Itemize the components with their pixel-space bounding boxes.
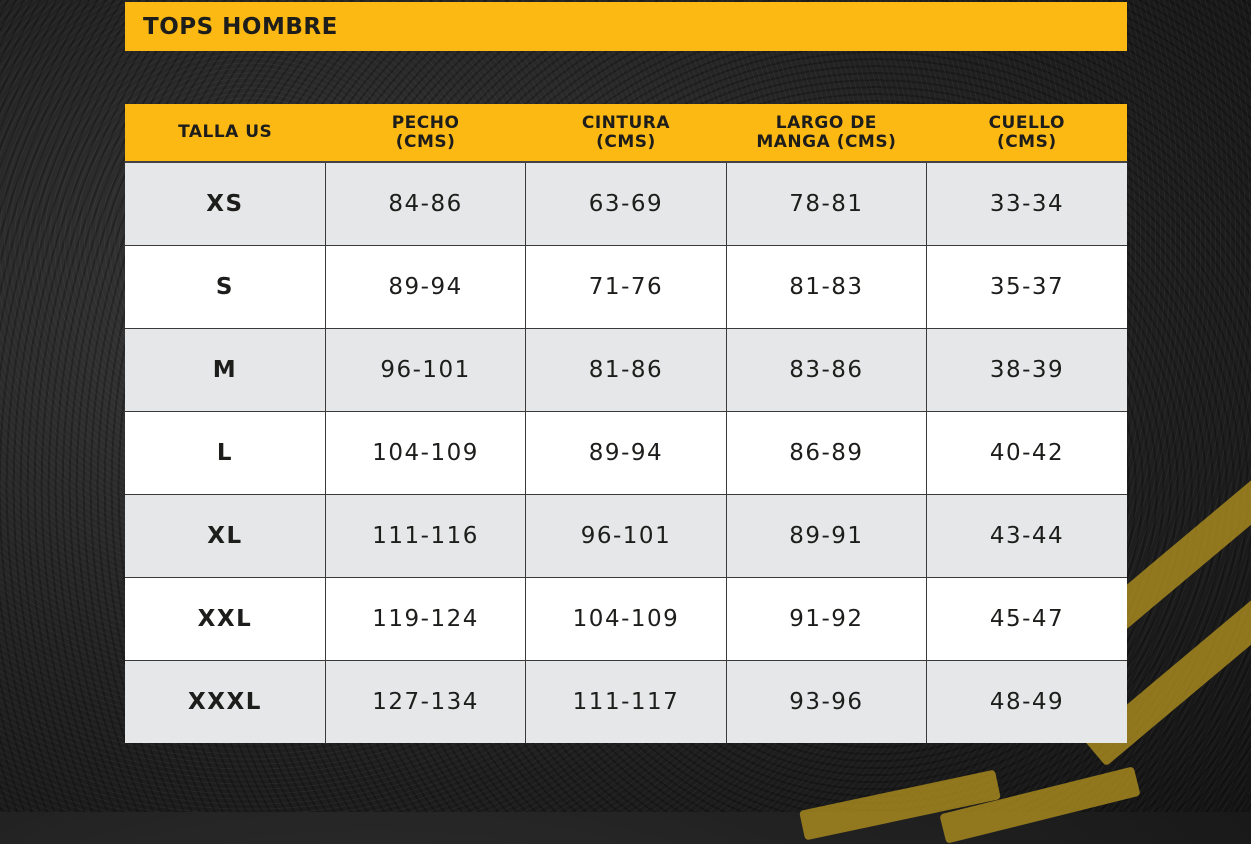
measurement-cell: 48-49 [926,660,1127,743]
measurement-cell: 33-34 [926,161,1127,246]
table-row: XXL 119-124 104-109 91-92 45-47 [125,577,1127,661]
measurement-cell: 96-101 [525,494,727,578]
measurement-cell: 86-89 [726,411,928,495]
measurement-cell: 78-81 [726,161,928,246]
column-header: CINTURA (CMS) [525,104,727,163]
measurement-cell: 127-134 [325,660,527,743]
size-cell: L [125,411,326,495]
size-cell: XL [125,494,326,578]
table-row: L 104-109 89-94 86-89 40-42 [125,411,1127,495]
column-header-line: (CMS) [596,131,656,152]
column-header-line: PECHO [391,112,460,133]
measurement-cell: 91-92 [726,577,928,661]
table-row: S 89-94 71-76 81-83 35-37 [125,245,1127,329]
measurement-cell: 63-69 [525,161,727,246]
column-header: PECHO (CMS) [325,104,526,163]
column-header-line: CINTURA [581,112,671,133]
measurement-cell: 104-109 [525,577,727,661]
measurement-cell: 119-124 [325,577,527,661]
table-row: XXXL 127-134 111-117 93-96 48-49 [125,660,1127,743]
measurement-cell: 84-86 [325,161,527,246]
measurement-cell: 81-83 [726,245,928,329]
column-header: CUELLO (CMS) [926,104,1127,163]
column-header-line: TALLA US [178,122,273,142]
column-header: TALLA US [125,104,326,163]
table-row: XL 111-116 96-101 89-91 43-44 [125,494,1127,578]
measurement-cell: 104-109 [325,411,527,495]
measurement-cell: 35-37 [926,245,1127,329]
measurement-cell: 89-94 [525,411,727,495]
measurement-cell: 111-116 [325,494,527,578]
measurement-cell: 89-91 [726,494,928,578]
measurement-cell: 38-39 [926,328,1127,412]
column-header-line: MANGA (CMS) [756,131,897,152]
header-row: TALLA US PECHO (CMS) CINTURA (CMS) LARGO DE MA… [125,104,1127,163]
measurement-cell: 43-44 [926,494,1127,578]
column-header-line: (CMS) [395,131,456,152]
size-cell: M [125,328,326,412]
measurement-cell: 40-42 [926,411,1127,495]
measurement-cell: 83-86 [726,328,928,412]
size-cell: XXL [125,577,326,661]
table-row: M 96-101 81-86 83-86 38-39 [125,328,1127,412]
column-header-line: (CMS) [996,131,1057,152]
title-bar: TOPS HOMBRE [125,2,1127,51]
page-title: TOPS HOMBRE [143,13,338,40]
measurement-cell: 111-117 [525,660,727,743]
size-cell: S [125,245,326,329]
size-cell: XXXL [125,660,326,743]
column-header-line: CUELLO [988,112,1065,133]
size-chart-table: TALLA US PECHO (CMS) CINTURA (CMS) LARGO DE MA… [125,104,1127,743]
measurement-cell: 89-94 [325,245,527,329]
measurement-cell: 71-76 [525,245,727,329]
measurement-cell: 96-101 [325,328,527,412]
column-header: LARGO DE MANGA (CMS) [726,104,927,163]
measurement-cell: 81-86 [525,328,727,412]
column-header-line: LARGO DE [775,112,877,133]
size-cell: XS [125,161,326,246]
measurement-cell: 93-96 [726,660,928,743]
measurement-cell: 45-47 [926,577,1127,661]
table-row: XS 84-86 63-69 78-81 33-34 [125,161,1127,246]
